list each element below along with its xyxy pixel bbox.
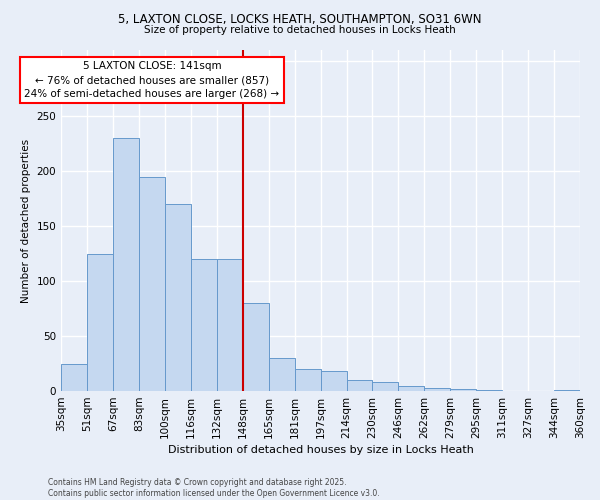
Text: Contains HM Land Registry data © Crown copyright and database right 2025.
Contai: Contains HM Land Registry data © Crown c… [48,478,380,498]
Bar [113,138,139,391]
Bar [320,372,347,391]
X-axis label: Distribution of detached houses by size in Locks Heath: Distribution of detached houses by size … [167,445,473,455]
Bar [61,364,87,391]
Bar [217,259,243,391]
Bar [424,388,450,391]
Bar [347,380,373,391]
Y-axis label: Number of detached properties: Number of detached properties [21,138,31,302]
Bar [165,204,191,391]
Text: Size of property relative to detached houses in Locks Heath: Size of property relative to detached ho… [144,25,456,35]
Bar [269,358,295,391]
Bar [373,382,398,391]
Bar [295,369,320,391]
Text: 5 LAXTON CLOSE: 141sqm
← 76% of detached houses are smaller (857)
24% of semi-de: 5 LAXTON CLOSE: 141sqm ← 76% of detached… [25,61,280,99]
Text: 5, LAXTON CLOSE, LOCKS HEATH, SOUTHAMPTON, SO31 6WN: 5, LAXTON CLOSE, LOCKS HEATH, SOUTHAMPTO… [118,12,482,26]
Bar [139,176,165,391]
Bar [476,390,502,391]
Bar [87,254,113,391]
Bar [398,386,424,391]
Bar [450,389,476,391]
Bar [554,390,580,391]
Bar [191,259,217,391]
Bar [243,303,269,391]
